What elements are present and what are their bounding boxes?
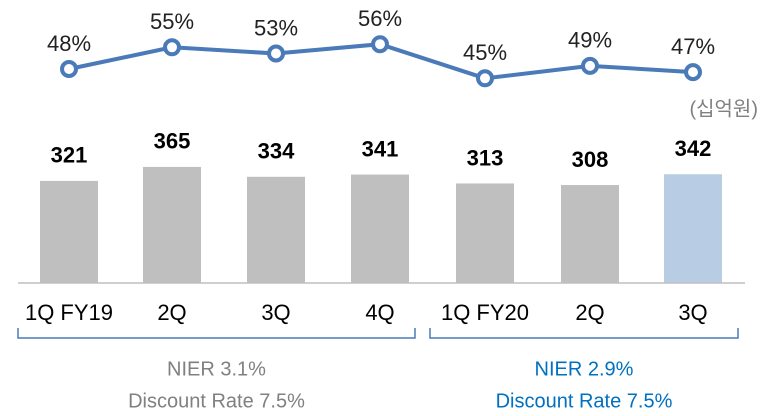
bar bbox=[40, 180, 98, 283]
bar-value-label: 342 bbox=[675, 136, 712, 161]
line-marker bbox=[581, 56, 599, 75]
line-marker bbox=[476, 69, 494, 88]
line-value-label: 55% bbox=[150, 9, 194, 34]
line-value-label: 49% bbox=[568, 28, 612, 53]
bar bbox=[664, 174, 722, 283]
bar-value-label: 313 bbox=[467, 145, 504, 170]
line-value-label: 53% bbox=[254, 15, 298, 40]
group-bracket bbox=[17, 328, 416, 339]
bar-value-label: 334 bbox=[258, 139, 295, 164]
line-value-label: 56% bbox=[358, 6, 402, 31]
line-value-label: 45% bbox=[463, 40, 507, 65]
x-tick-label: 2Q bbox=[157, 300, 186, 325]
line-marker bbox=[371, 35, 389, 54]
x-tick-label: 2Q bbox=[575, 300, 604, 325]
bar bbox=[143, 166, 201, 283]
line-marker bbox=[684, 63, 702, 82]
x-tick-label: 1Q FY20 bbox=[441, 300, 529, 325]
line-marker bbox=[267, 44, 285, 63]
bar bbox=[351, 174, 409, 283]
bar-value-label: 321 bbox=[51, 143, 88, 168]
group-bracket bbox=[429, 328, 739, 339]
bar bbox=[561, 185, 619, 283]
bar-value-label: 365 bbox=[154, 129, 191, 154]
line-marker bbox=[60, 60, 78, 78]
x-tick-label: 1Q FY19 bbox=[25, 300, 113, 325]
line-value-label: 48% bbox=[47, 31, 91, 56]
bar-value-label: 341 bbox=[362, 136, 399, 161]
bar-value-label: 308 bbox=[572, 147, 609, 172]
group-label: Discount Rate 7.5% bbox=[128, 390, 305, 412]
bar bbox=[247, 176, 305, 283]
bar bbox=[456, 183, 514, 283]
x-tick-label: 3Q bbox=[261, 300, 290, 325]
x-tick-label: 3Q bbox=[678, 300, 707, 325]
line-marker bbox=[163, 38, 181, 57]
x-tick-label: 4Q bbox=[365, 300, 394, 325]
line-value-label: 47% bbox=[671, 34, 715, 59]
group-label: Discount Rate 7.5% bbox=[496, 390, 673, 412]
group-label: NIER 3.1% bbox=[167, 358, 266, 380]
unit-label: (십억원) bbox=[689, 97, 758, 120]
group-label: NIER 2.9% bbox=[535, 358, 634, 380]
